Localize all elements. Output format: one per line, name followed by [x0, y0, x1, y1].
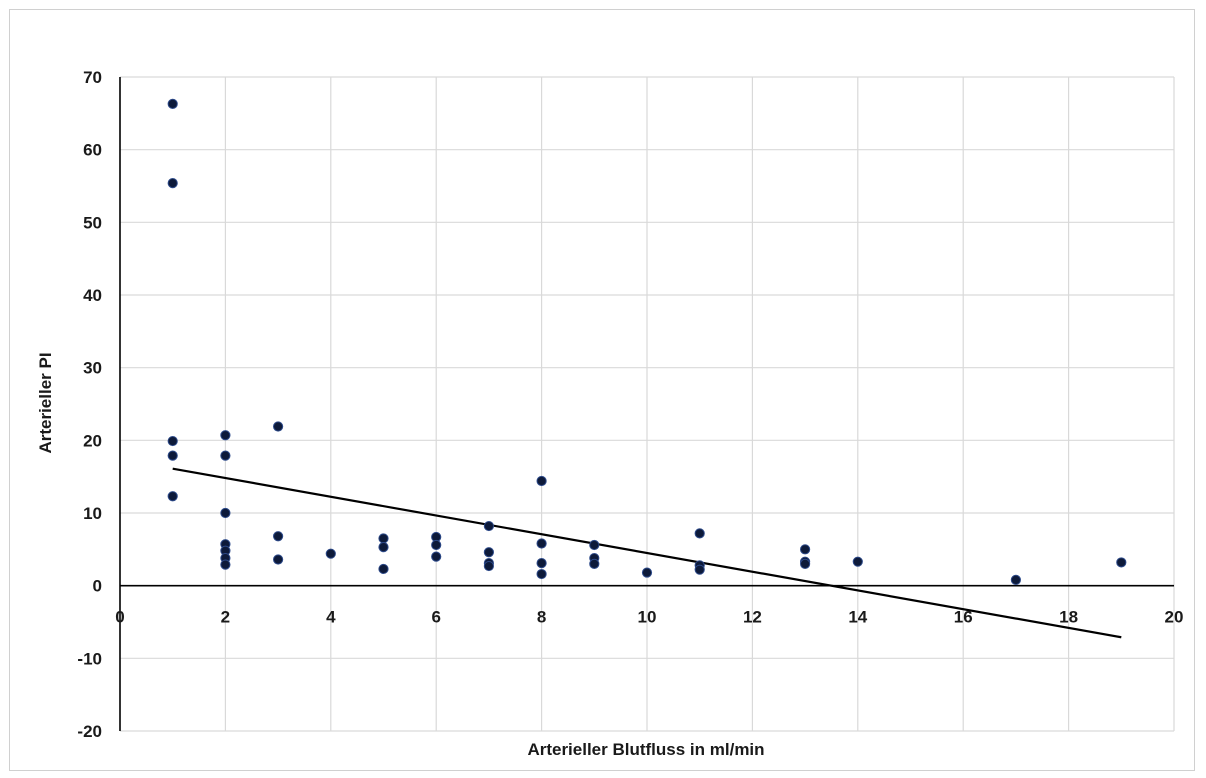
y-tick-label: 50	[83, 213, 102, 232]
x-tick-label: 4	[326, 608, 336, 627]
data-point	[325, 548, 336, 559]
y-tick-label: 20	[83, 431, 102, 450]
data-point	[273, 554, 284, 565]
data-point	[1010, 574, 1022, 585]
y-tick-label: 60	[83, 141, 102, 160]
data-point	[378, 533, 389, 544]
data-point	[273, 531, 284, 542]
data-point	[536, 538, 547, 549]
data-point	[536, 568, 547, 580]
data-point	[378, 542, 389, 553]
x-tick-label: 2	[221, 608, 230, 627]
y-tick-label: 40	[83, 286, 102, 305]
data-point	[694, 564, 705, 575]
x-tick-label: 20	[1165, 608, 1184, 627]
data-point	[220, 450, 231, 461]
data-point	[431, 551, 442, 562]
grid-layer	[120, 76, 1175, 732]
x-tick-label: 16	[954, 608, 973, 627]
data-point	[536, 475, 547, 487]
data-point	[483, 520, 494, 532]
y-axis-title: Arterieller PI	[36, 352, 55, 453]
data-point	[167, 177, 178, 189]
data-point	[220, 559, 231, 570]
axis-layer	[119, 77, 1174, 731]
x-tick-label: 14	[848, 608, 867, 627]
data-point	[1116, 557, 1127, 568]
data-point	[378, 563, 389, 575]
x-tick-label: 0	[115, 608, 124, 627]
points-layer	[167, 98, 1127, 585]
x-tick-label: 10	[638, 608, 657, 627]
x-axis-title: Arterieller Blutfluss in ml/min	[527, 740, 764, 759]
data-point	[220, 507, 231, 519]
data-point	[800, 544, 811, 555]
data-point	[167, 435, 178, 447]
data-point	[483, 560, 494, 572]
tick-labels: -20 -10 0 10 20 30 40 50 60 70 0 2 4 6 8 10 12 14 16 18 20	[77, 68, 1183, 741]
chart-frame	[9, 9, 1195, 771]
data-point	[589, 539, 600, 551]
y-tick-label: 70	[83, 68, 102, 87]
data-point	[431, 539, 442, 551]
x-tick-label: 6	[431, 608, 440, 627]
x-tick-label: 18	[1059, 608, 1078, 627]
x-tick-label: 12	[743, 608, 762, 627]
y-tick-label: -20	[77, 722, 102, 741]
data-point	[800, 558, 811, 569]
data-point	[220, 430, 231, 441]
data-point	[641, 567, 653, 578]
data-point	[589, 558, 600, 569]
data-point	[694, 528, 705, 539]
y-tick-label: 10	[83, 504, 102, 523]
data-point	[536, 558, 547, 569]
data-point	[167, 491, 178, 502]
trendline	[172, 467, 1122, 639]
data-point	[852, 556, 863, 567]
y-tick-label: 30	[83, 359, 102, 378]
y-tick-label: -10	[77, 649, 102, 668]
y-tick-label: 0	[93, 577, 102, 596]
data-point	[273, 421, 284, 432]
data-point	[167, 450, 178, 461]
trendline-layer	[172, 467, 1122, 639]
data-point	[167, 98, 178, 109]
x-tick-label: 8	[537, 608, 546, 627]
data-point	[483, 547, 494, 558]
